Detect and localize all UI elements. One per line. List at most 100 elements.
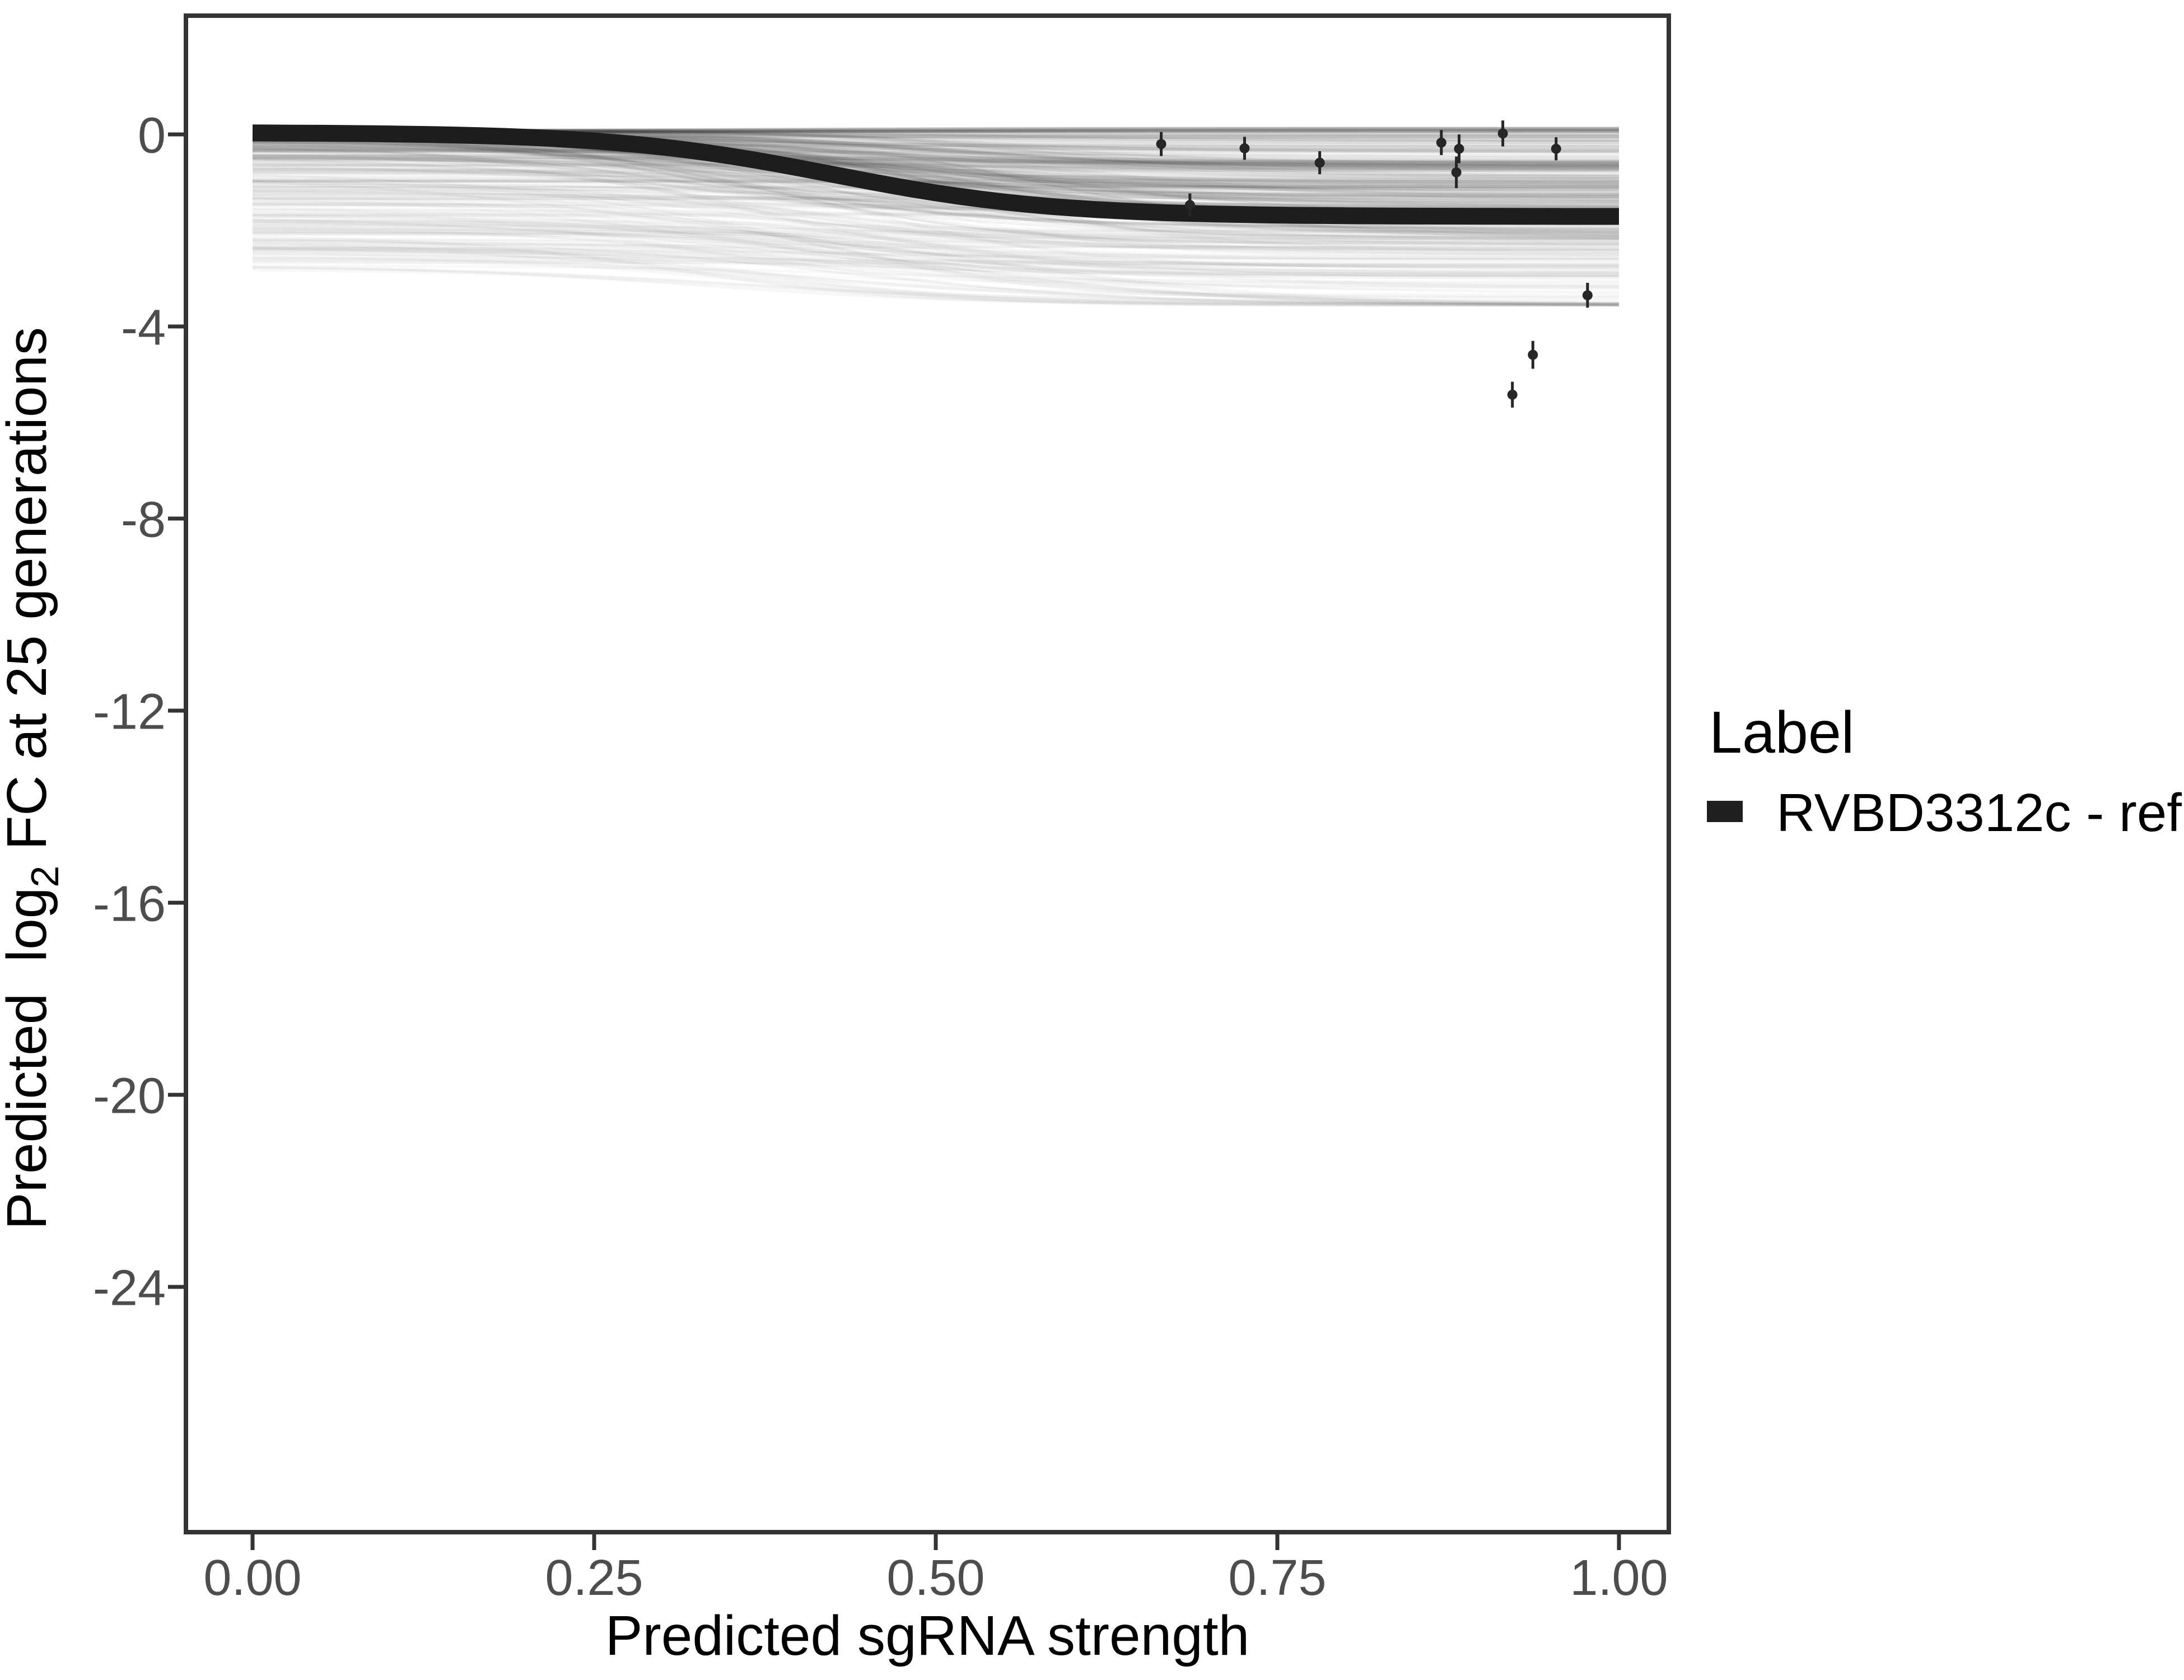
- ensemble-curve: [252, 147, 1619, 187]
- x-tick-label: 0.25: [545, 1550, 643, 1606]
- ensemble-curve: [252, 221, 1620, 270]
- ensemble-curve: [252, 192, 1619, 242]
- ensemble-curve: [252, 246, 1620, 306]
- x-tick-label: 0.50: [886, 1550, 984, 1606]
- ensemble-curve: [252, 147, 1620, 256]
- ensemble-curve: [252, 144, 1619, 164]
- ensemble-curve: [252, 162, 1619, 169]
- ensemble-curve: [252, 160, 1620, 269]
- data-point: [1156, 139, 1166, 150]
- data-point: [1507, 389, 1518, 400]
- ensemble-curve: [252, 153, 1620, 166]
- ensemble-curve: [253, 211, 1619, 275]
- ensemble-curve: [253, 171, 1619, 192]
- reference-curve: [252, 124, 1619, 225]
- data-point: [1497, 128, 1508, 139]
- y-tick-label: -24: [93, 1260, 166, 1316]
- data-point: [1239, 143, 1250, 153]
- ensemble-curve: [253, 161, 1619, 166]
- ensemble-curve: [253, 142, 1619, 149]
- x-tick-label: 0.75: [1228, 1550, 1326, 1606]
- y-tick-label: -20: [93, 1068, 166, 1124]
- y-axis-title: Predicted log2 FC at 25 generations: [0, 327, 67, 1230]
- ensemble-curve: [253, 149, 1619, 156]
- ensemble-curve: [252, 139, 1620, 240]
- ensemble-curve: [253, 169, 1619, 174]
- y-axis: 0 -4 -8 -12 -16 -20 -24 Predicted log2 FC at 25…: [0, 108, 184, 1316]
- ensemble-curve: [252, 246, 1620, 306]
- ensemble-curve: [252, 144, 1619, 188]
- ensemble-curve: [252, 214, 1620, 279]
- ensemble-curve: [252, 155, 1619, 189]
- y-tick-label: -4: [121, 300, 166, 356]
- data-points: [1156, 120, 1593, 408]
- ensemble-curve: [252, 239, 1620, 306]
- ensemble-curve: [252, 133, 1620, 232]
- ensemble-curve: [252, 202, 1620, 251]
- ensemble-curve: [252, 141, 1619, 246]
- ensemble-curve: [252, 141, 1620, 196]
- ensemble-curve: [253, 156, 1619, 168]
- ensemble-curve: [252, 146, 1620, 241]
- ensemble-curve: [253, 163, 1619, 170]
- data-point: [1582, 290, 1593, 301]
- ensemble-curve: [253, 180, 1619, 184]
- legend-title: Label: [1709, 699, 1854, 766]
- ensemble-curve: [252, 140, 1620, 205]
- legend-entry-label: RVBD3312c - ref: [1776, 783, 2182, 843]
- ensemble-curve: [253, 228, 1619, 252]
- data-point: [1551, 143, 1561, 154]
- ensemble-curve: [253, 149, 1619, 200]
- ensemble-curve: [252, 174, 1620, 251]
- ensemble-curve: [253, 160, 1619, 171]
- ensemble-curve: [252, 157, 1619, 167]
- x-tick-label: 1.00: [1570, 1550, 1668, 1606]
- data-point: [1451, 167, 1462, 178]
- ensemble-curve: [252, 253, 1620, 277]
- ensemble-curve: [253, 155, 1619, 162]
- legend-key-line-swatch: [1707, 801, 1743, 822]
- data-point: [1314, 157, 1325, 168]
- panel-border: [184, 13, 1671, 1534]
- ensemble-curve: [253, 180, 1619, 186]
- ensemble-curve: [252, 135, 1620, 201]
- ensemble-curve: [252, 142, 1620, 240]
- ensemble-curve: [252, 179, 1620, 277]
- ensemble-curve: [252, 154, 1620, 206]
- ensemble-curve: [252, 143, 1619, 163]
- ensemble-curve: [253, 177, 1619, 182]
- ensemble-curve: [253, 208, 1620, 255]
- ensemble-curve: [253, 147, 1619, 170]
- ensemble-curve: [252, 227, 1620, 245]
- ensemble-curve: [252, 142, 1620, 178]
- y-tick-label: -8: [121, 492, 166, 548]
- ensemble-curve: [252, 247, 1620, 306]
- reference-curve-line: [252, 124, 1619, 225]
- ensemble-curve: [253, 259, 1620, 265]
- ensemble-curve: [253, 149, 1619, 200]
- data-point: [1184, 200, 1195, 211]
- ensemble-curve: [253, 178, 1619, 184]
- ensemble-curve: [253, 174, 1619, 178]
- y-tick-label: -16: [93, 876, 166, 932]
- y-tick-label: -12: [93, 684, 166, 740]
- ensemble-curve: [252, 185, 1620, 230]
- ensemble-curve: [253, 158, 1619, 191]
- ensemble-curve: [252, 265, 1620, 304]
- ensemble-curve: [252, 161, 1619, 260]
- ensemble-curve: [253, 146, 1620, 167]
- ensemble-curve: [252, 201, 1619, 300]
- ensemble-curve: [252, 139, 1620, 186]
- x-axis-title: Predicted sgRNA strength: [605, 1604, 1250, 1667]
- ensemble-curve: [252, 143, 1620, 198]
- ensemble-curve: [252, 134, 1619, 227]
- ensemble-curve: [253, 219, 1619, 234]
- ensemble-curve: [252, 141, 1619, 166]
- ensemble-curve: [252, 181, 1619, 245]
- x-tick-label: 0.00: [203, 1550, 301, 1606]
- ensemble-curve: [253, 153, 1619, 204]
- ensemble-curve: [252, 219, 1620, 269]
- legend: Label RVBD3312c - ref: [1707, 699, 2182, 843]
